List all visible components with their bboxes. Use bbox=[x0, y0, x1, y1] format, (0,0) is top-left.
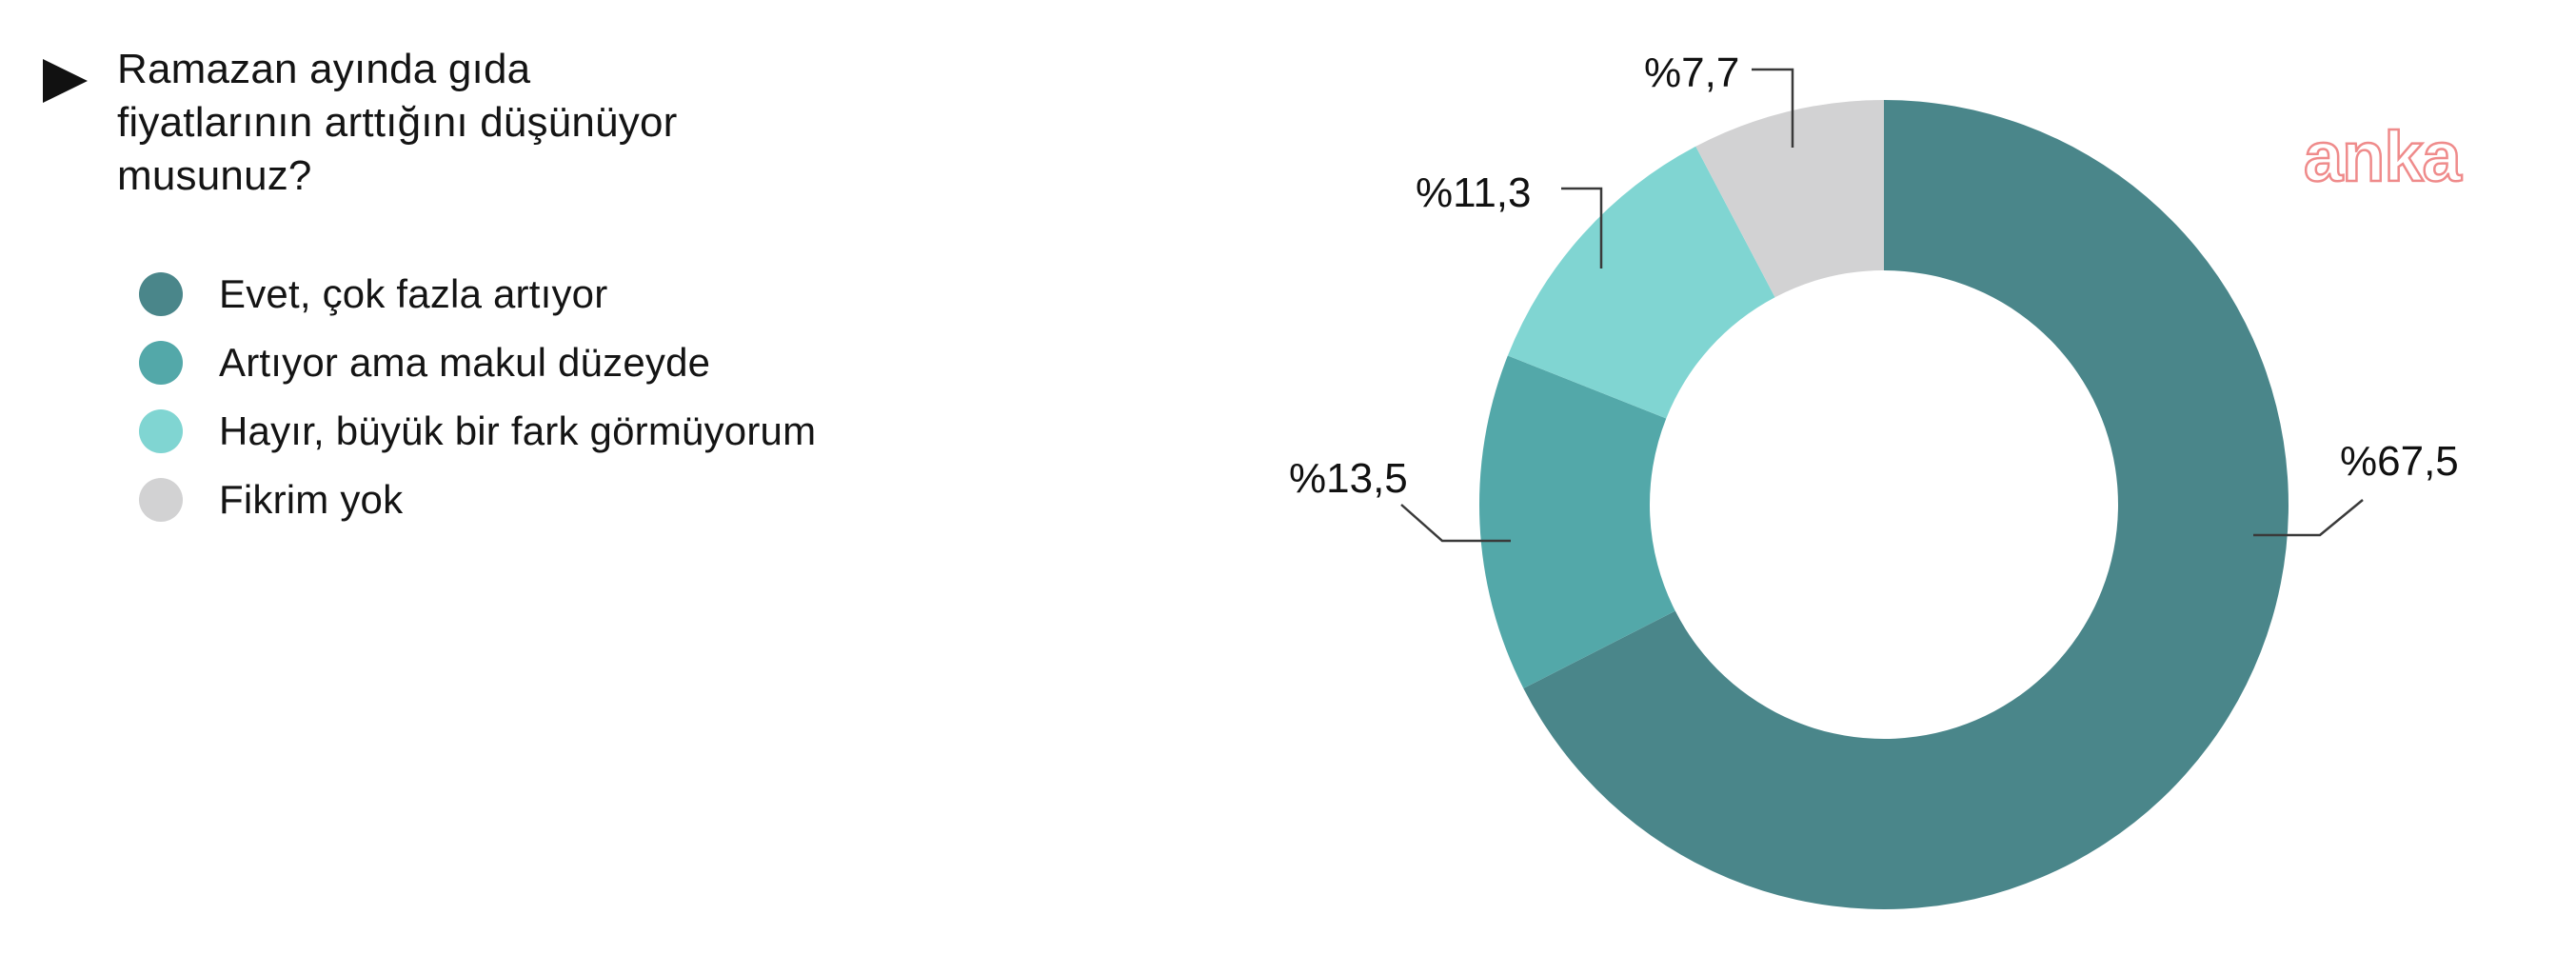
donut-slice bbox=[1478, 355, 1675, 688]
callout-line bbox=[2253, 499, 2364, 537]
legend-label: Evet, çok fazla artıyor bbox=[219, 271, 608, 316]
legend-swatch-teal-icon bbox=[139, 341, 183, 385]
slice-value-label-11-3: %11,3 bbox=[1416, 169, 1532, 216]
legend-label: Hayır, büyük bir fark görmüyorum bbox=[219, 408, 817, 453]
donut-slice bbox=[1695, 100, 1884, 298]
callout-line bbox=[1752, 68, 1794, 148]
slice-value-label-13-5: %13,5 bbox=[1289, 455, 1408, 502]
chart-legend: Evet, çok fazla artıyor Artıyor ama maku… bbox=[139, 272, 816, 522]
legend-swatch-gray-icon bbox=[139, 478, 183, 522]
play-triangle-icon bbox=[43, 59, 88, 103]
legend-item-hayir: Hayır, büyük bir fark görmüyorum bbox=[139, 409, 816, 453]
legend-label: Fikrim yok bbox=[219, 477, 404, 522]
slice-value-label-67-5: %67,5 bbox=[2340, 438, 2459, 485]
legend-swatch-light-teal-icon bbox=[139, 409, 183, 453]
legend-label: Artıyor ama makul düzeyde bbox=[219, 340, 711, 385]
callout-line bbox=[1400, 504, 1511, 543]
donut-slice bbox=[1507, 146, 1775, 419]
question-title: Ramazan ayında gıda fiyatlarının arttığı… bbox=[117, 46, 678, 199]
legend-item-evet: Evet, çok fazla artıyor bbox=[139, 272, 816, 316]
donut-slice bbox=[1523, 100, 2289, 909]
slice-value-label-7-7: %7,7 bbox=[1644, 50, 1740, 96]
callout-line bbox=[1561, 187, 1603, 269]
anka-logo: anka bbox=[2303, 117, 2463, 196]
legend-swatch-dark-teal-icon bbox=[139, 272, 183, 316]
legend-item-makul: Artıyor ama makul düzeyde bbox=[139, 341, 816, 385]
legend-item-fikrim-yok: Fikrim yok bbox=[139, 478, 816, 522]
